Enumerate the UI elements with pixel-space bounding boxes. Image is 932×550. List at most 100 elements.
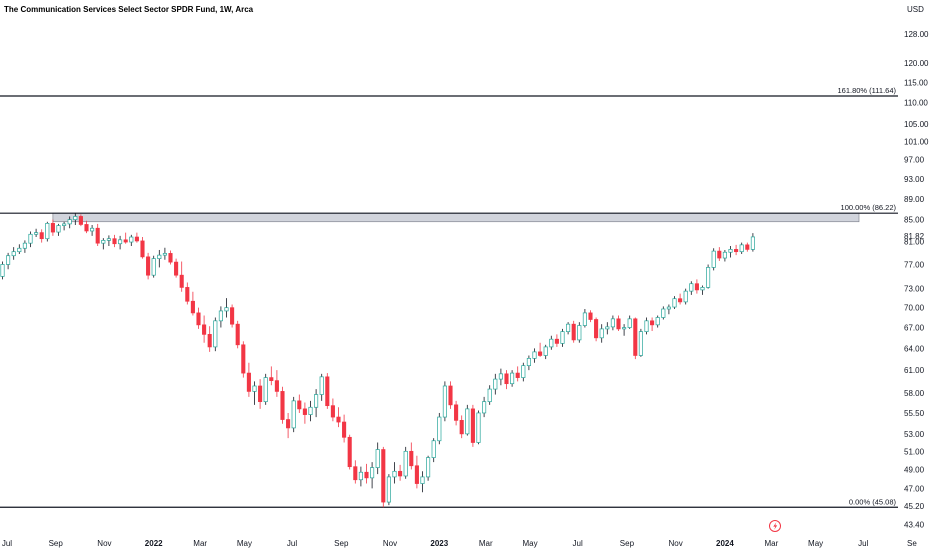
candle (454, 400, 459, 426)
candle (566, 322, 571, 335)
candle (269, 366, 274, 386)
candle (297, 394, 302, 413)
candle (95, 223, 100, 246)
y-tick-label: 93.00 (904, 175, 925, 184)
candle (325, 373, 330, 409)
candle-body-down (325, 376, 330, 407)
fib-level-label: 0.00% (45.08) (849, 497, 897, 506)
candle (39, 229, 44, 243)
candle (414, 455, 419, 489)
x-tick-label: Nov (669, 539, 683, 548)
candle (258, 379, 263, 409)
candle-body-up (722, 251, 727, 259)
x-tick-label: Mar (193, 539, 207, 548)
x-axis[interactable]: Jul Sep Nov 2022 Mar May Jul Sep Nov 2023 Mar May Ju… (2, 539, 918, 548)
candle-body-down (398, 470, 403, 477)
candle-body-up (549, 338, 554, 348)
candle-body-up (314, 394, 319, 408)
bolt-icon[interactable] (769, 520, 781, 532)
candle (504, 370, 509, 390)
candle-body-down (179, 274, 184, 288)
candle-body-up (689, 283, 694, 292)
candle (224, 298, 229, 318)
candle-body-up (358, 471, 363, 481)
candle-body-down (95, 227, 100, 244)
candle (661, 306, 666, 320)
candle-body-down (454, 404, 459, 421)
candle (739, 242, 744, 254)
candle-body-down (588, 312, 593, 320)
candle (465, 404, 470, 436)
candle-body-down (235, 323, 240, 346)
candle-body-up (263, 377, 268, 403)
candle (571, 320, 576, 343)
candle (129, 234, 134, 246)
x-tick-label: May (522, 539, 537, 548)
y-tick-label: 43.40 (904, 520, 925, 529)
candle-body-up (442, 385, 447, 418)
candle-body-up (672, 298, 677, 308)
x-tick-label: Mar (479, 539, 493, 548)
candle-body-down (258, 385, 263, 403)
y-tick-label: 55.50 (904, 409, 925, 418)
candle (392, 462, 397, 484)
candle (605, 322, 610, 335)
candle (291, 396, 296, 433)
candle-body-up (392, 470, 397, 478)
candle (140, 237, 145, 259)
candle-body-down (336, 416, 341, 423)
candle-body-down (616, 318, 621, 330)
candle (538, 342, 543, 357)
candle-body-down (633, 318, 638, 356)
candle (526, 355, 531, 371)
candle (196, 307, 201, 329)
candle (689, 281, 694, 295)
candle (599, 324, 604, 343)
candle (101, 238, 106, 250)
candle-body-up (151, 258, 156, 276)
y-tick-label: 115.00 (904, 79, 928, 88)
candle-body-up (291, 400, 296, 429)
candle-body-down (594, 319, 599, 339)
candle-body-up (510, 372, 515, 385)
candle-body-up (129, 236, 134, 243)
candle (577, 322, 582, 343)
candle (711, 248, 716, 271)
candle (6, 252, 11, 270)
candle-body-down (207, 334, 212, 348)
y-axis[interactable]: 128.00 120.00 115.00 110.00 105.00 101.00 97.0… (904, 30, 929, 530)
candle (370, 462, 375, 489)
candle (554, 334, 559, 347)
fib-zone-layer (52, 212, 860, 223)
candle (11, 247, 16, 260)
candle (616, 315, 621, 331)
x-tick-label: Se (907, 539, 917, 548)
candle-body-up (11, 251, 16, 257)
candle (263, 373, 268, 405)
candle-body-up (627, 318, 632, 328)
candle (672, 296, 677, 309)
candle-body-up (605, 326, 610, 330)
candle (146, 252, 151, 280)
candle-body-down (185, 287, 190, 302)
y-tick-label: 85.00 (904, 216, 925, 225)
candle-body-up (252, 385, 257, 392)
candle (112, 234, 117, 248)
candle (134, 232, 139, 243)
candle (17, 244, 22, 254)
candle (448, 381, 453, 409)
candle (364, 463, 369, 484)
candle (734, 244, 739, 256)
candle (644, 317, 649, 335)
currency-label[interactable]: USD (907, 5, 924, 14)
candle-body-up (375, 449, 380, 468)
candle-body-up (566, 323, 571, 332)
candle (336, 407, 341, 428)
resistance-zone[interactable] (52, 212, 860, 223)
candle (375, 442, 380, 475)
candle-body-up (661, 308, 666, 318)
candle-body-up (526, 358, 531, 367)
x-tick-label: May (237, 539, 252, 548)
candle (67, 216, 72, 229)
